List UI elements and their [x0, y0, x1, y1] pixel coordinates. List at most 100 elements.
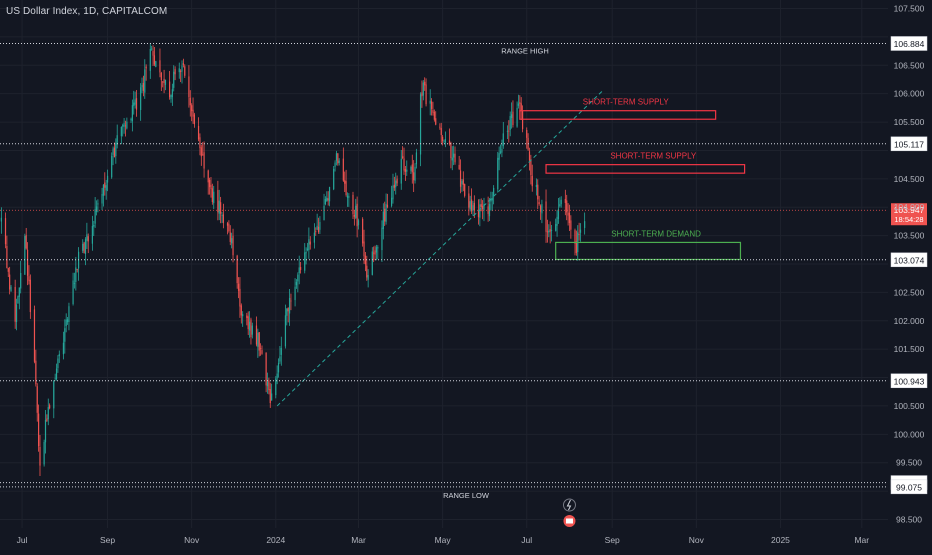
candle-body [528, 151, 531, 161]
candle-body [313, 232, 315, 243]
candle-body [276, 373, 278, 379]
flash-event-glyph [566, 499, 572, 511]
candle-body [164, 79, 167, 85]
candle-body [566, 200, 568, 213]
candle-body [306, 248, 309, 250]
candle-body [506, 130, 509, 132]
candle-body [15, 304, 18, 323]
candle-body [83, 242, 85, 254]
candle-body [479, 204, 481, 218]
candle-body [126, 121, 128, 129]
candle-body [104, 182, 106, 188]
candle-body [356, 203, 358, 227]
candle-body [135, 98, 138, 110]
candle-body [472, 205, 474, 211]
y-tick-label: 101.500 [894, 344, 925, 354]
candle-body [192, 109, 194, 117]
candle-body [101, 193, 103, 204]
candle-body [124, 125, 127, 127]
candle-body [348, 196, 350, 198]
candle-body [287, 307, 289, 312]
candle-body [155, 61, 157, 67]
candle-body [203, 152, 205, 169]
candle-body [546, 231, 549, 233]
candle-body [468, 193, 470, 208]
candle-body [421, 92, 423, 97]
y-tick-label: 100.500 [894, 401, 925, 411]
level-label-box [890, 479, 928, 495]
candle-body [326, 197, 328, 202]
candle-body [84, 239, 87, 254]
candle-body [570, 220, 572, 230]
candle-body [335, 153, 338, 161]
candle-body [184, 66, 186, 76]
y-tick-label: 100.000 [894, 429, 925, 439]
candle-body [97, 203, 99, 205]
candle-body [490, 198, 492, 202]
candle-body [384, 208, 386, 222]
x-tick-label: Mar [854, 535, 869, 545]
x-tick-label: Nov [689, 535, 705, 545]
candle-body [38, 413, 40, 447]
candle-body [144, 69, 146, 93]
candle-body [53, 380, 55, 409]
candle-body [316, 225, 318, 230]
candle-body [545, 201, 547, 232]
candle-body [133, 102, 135, 106]
y-tick-label: 102.000 [894, 316, 925, 326]
candle-body [181, 65, 183, 72]
candle-body [66, 319, 69, 323]
candle-body [10, 286, 12, 292]
candle-body [248, 321, 251, 331]
candle-body [44, 419, 47, 443]
candle-body [508, 130, 510, 132]
candle-body [284, 315, 287, 347]
candle-body [403, 158, 405, 171]
candle-body [93, 224, 95, 227]
candle-body [344, 180, 346, 184]
candle-body [538, 202, 540, 205]
candle-body [342, 158, 344, 181]
candle-body [454, 153, 456, 163]
candle-body [498, 153, 500, 160]
candle-body [120, 127, 122, 137]
candle-body [130, 119, 132, 121]
level-label-box [890, 36, 928, 51]
candle-body [444, 139, 446, 143]
candle-body [182, 63, 184, 65]
candle-body [453, 153, 455, 158]
candle-body [574, 230, 576, 244]
candle-body [400, 158, 402, 184]
candle-body [95, 206, 98, 212]
x-tick-label: Jul [17, 535, 28, 545]
candle-body [102, 184, 105, 196]
supply-zone-label: SHORT-TERM SUPPLY [583, 98, 670, 107]
candle-body [386, 204, 389, 208]
candle-body [530, 159, 532, 176]
level-label-box [890, 252, 928, 268]
candle-body [297, 274, 299, 282]
candle-body [279, 356, 281, 362]
y-tick-label: 106.500 [894, 60, 925, 70]
candle-body [432, 110, 434, 113]
candle-body [315, 231, 317, 233]
candle-body [207, 170, 209, 183]
candle-body [257, 332, 259, 347]
grid-lines [0, 0, 888, 528]
candle-body [237, 283, 240, 291]
candle-body [579, 229, 582, 233]
candle-body [231, 238, 233, 244]
candle-body [268, 380, 270, 391]
candle-body [39, 446, 41, 466]
candle-body [406, 169, 408, 172]
candle-body [251, 325, 253, 335]
candle-body [402, 156, 404, 158]
level-label-box [890, 136, 928, 152]
candle-body [35, 360, 37, 385]
candle-body [188, 76, 190, 98]
candle-body [440, 128, 442, 136]
candle-body [395, 180, 397, 188]
candle-body [520, 103, 522, 111]
